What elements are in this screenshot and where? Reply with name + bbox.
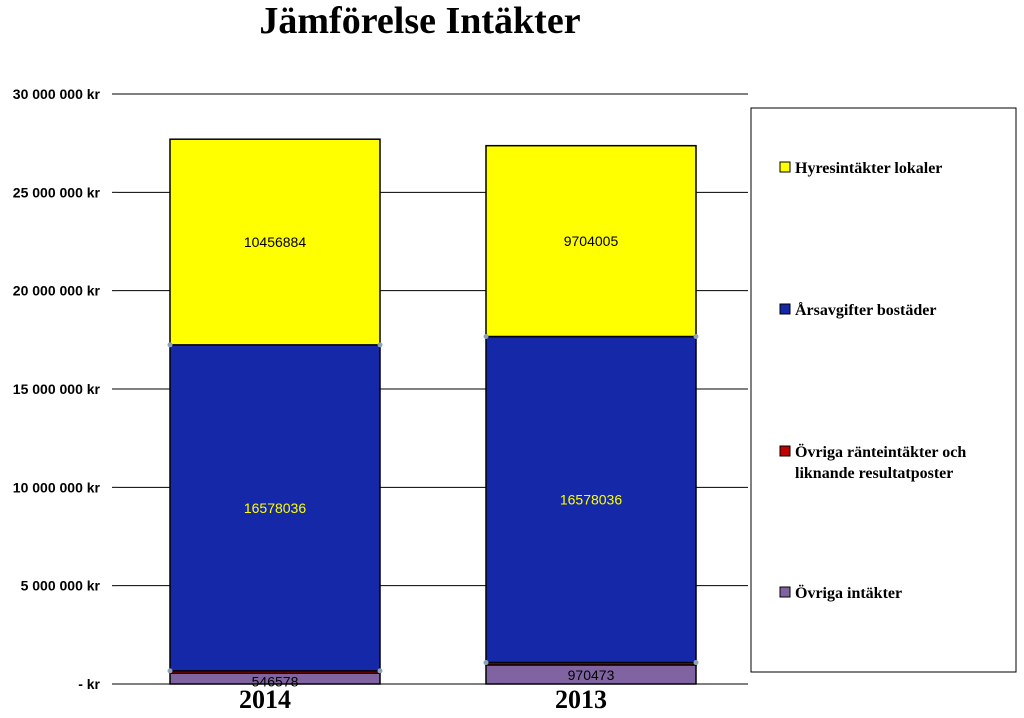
legend-label: Hyresintäkter lokaler: [795, 160, 942, 177]
segment-marker: [483, 334, 489, 340]
x-tick-label: 2014: [239, 685, 291, 714]
data-label: 16578036: [244, 500, 307, 516]
y-tick-label: 20 000 000 kr: [13, 283, 101, 299]
bar-segment: [485, 335, 697, 664]
chart-title: Jämförelse Intäkter: [259, 0, 580, 42]
y-tick-label: 5 000 000 kr: [21, 578, 101, 594]
y-tick-label: 10 000 000 kr: [13, 479, 101, 495]
data-label: 9704005: [564, 233, 619, 249]
data-label: 10456884: [244, 234, 307, 250]
data-label: 546578: [252, 673, 299, 689]
data-labels: 546578 16578036 10456884 970473 16578036 9704…: [244, 233, 623, 689]
segment-marker: [693, 334, 699, 340]
legend-label: Övriga ränteintäkter och: [795, 443, 966, 461]
bar-segment: [169, 138, 381, 346]
bars: [167, 138, 699, 685]
y-axis-tick-labels: - kr 5 000 000 kr 10 000 000 kr 15 000 000 …: [13, 86, 101, 692]
segment-marker: [693, 660, 699, 666]
bar-segment: [169, 344, 381, 672]
legend-swatch: [779, 161, 791, 173]
x-axis-tick-labels: 2014 2013: [239, 685, 607, 714]
legend-label: Årsavgifter bostäder: [795, 301, 936, 319]
segment-marker: [377, 342, 383, 348]
y-tick-label: 25 000 000 kr: [13, 184, 101, 200]
legend-label: liknande resultatposter: [795, 465, 953, 482]
y-tick-label: 15 000 000 kr: [13, 381, 101, 397]
legend: Hyresintäkter lokaler Årsavgifter bostäde…: [750, 107, 1017, 673]
legend-swatch: [779, 586, 791, 598]
segment-marker: [167, 668, 173, 674]
x-tick-label: 2013: [555, 685, 607, 714]
legend-swatch: [779, 303, 791, 315]
segment-marker: [377, 668, 383, 674]
data-label: 970473: [568, 667, 615, 683]
segment-marker: [167, 342, 173, 348]
data-label: 16578036: [560, 492, 623, 508]
y-tick-label: - kr: [78, 676, 100, 692]
legend-swatch: [779, 445, 791, 457]
y-tick-label: 30 000 000 kr: [13, 86, 101, 102]
bar-segment: [485, 144, 697, 338]
segment-marker: [483, 660, 489, 666]
legend-label: Övriga intäkter: [795, 584, 902, 602]
legend-box: [750, 107, 1017, 673]
